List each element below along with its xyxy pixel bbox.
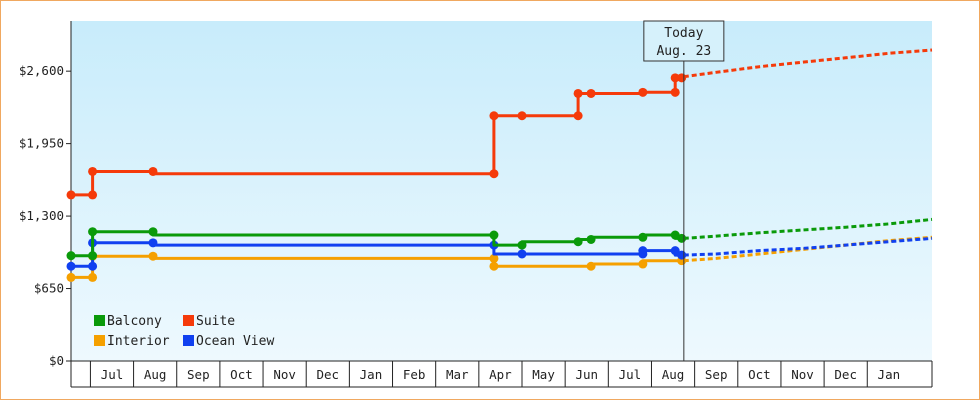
y-tick-label: $650	[34, 281, 64, 296]
y-tick-label: $2,600	[19, 63, 64, 78]
data-point	[88, 272, 98, 282]
today-date-label: Aug. 23	[656, 44, 711, 59]
x-tick-label: Jun	[575, 367, 598, 382]
forecast-line	[683, 236, 933, 257]
x-tick-label: Apr	[489, 367, 512, 382]
data-point	[670, 246, 680, 256]
legend-item: Interior	[94, 334, 170, 349]
legend-label: Ocean View	[196, 334, 274, 349]
legend-swatch	[94, 335, 105, 346]
data-point	[489, 169, 499, 179]
data-point	[489, 230, 499, 240]
x-tick-label: Sep	[187, 367, 210, 382]
data-point	[638, 246, 648, 256]
legend-label: Interior	[107, 334, 170, 349]
data-point	[670, 73, 680, 83]
data-point	[489, 261, 499, 271]
data-point	[66, 272, 76, 282]
data-point	[573, 111, 583, 121]
series-layer	[66, 48, 933, 282]
x-tick-label: Nov	[273, 367, 296, 382]
x-tick-label: Oct	[230, 367, 253, 382]
legend-item: Suite	[183, 314, 235, 329]
data-point	[677, 73, 687, 83]
data-point	[88, 251, 98, 261]
data-point	[638, 232, 648, 242]
data-point	[88, 261, 98, 271]
x-tick-label: Dec	[834, 367, 857, 382]
data-point	[88, 227, 98, 237]
y-tick-label: $1,300	[19, 208, 64, 223]
legend-item: Balcony	[94, 314, 162, 329]
legend: Balcony Suite Interior Ocean View	[94, 314, 274, 349]
y-axis: $0 $650 $1,300 $1,950 $2,600	[19, 21, 72, 368]
today-box	[643, 20, 725, 62]
data-point	[586, 261, 596, 271]
x-tick-label: Jan	[360, 367, 383, 382]
today-marker: Today Aug. 23	[643, 20, 725, 361]
forecast-line	[683, 48, 933, 79]
x-tick-label: Mar	[446, 367, 469, 382]
data-point	[489, 253, 499, 263]
x-tick-label: Jan	[878, 367, 901, 382]
data-point	[148, 166, 158, 176]
data-point	[66, 251, 76, 261]
legend-item: Ocean View	[183, 334, 274, 349]
x-tick-label: Feb	[403, 367, 426, 382]
forecast-line	[683, 235, 933, 263]
data-point	[638, 87, 648, 97]
data-point	[88, 166, 98, 176]
data-point	[586, 88, 596, 98]
data-point	[670, 87, 680, 97]
data-point	[517, 111, 527, 121]
legend-label: Suite	[196, 314, 235, 329]
data-point	[148, 251, 158, 261]
legend-swatch	[94, 315, 105, 326]
legend-swatch	[183, 315, 194, 326]
data-point	[66, 190, 76, 200]
data-point	[517, 240, 527, 250]
x-tick-label: Jul	[619, 367, 642, 382]
legend-swatch	[183, 335, 194, 346]
data-point	[573, 237, 583, 247]
x-tick-label: Nov	[791, 367, 814, 382]
x-tick-label: Sep	[705, 367, 728, 382]
forecast-line	[683, 217, 933, 240]
x-tick-label: Oct	[748, 367, 771, 382]
series-balcony	[66, 217, 933, 261]
x-axis: Jul Aug Sep Oct Nov Dec Jan Feb Mar Apr May Jun Jul A…	[70, 360, 933, 388]
x-tick-label: Aug	[144, 367, 167, 382]
series-line	[71, 76, 684, 197]
y-tick-label: $0	[49, 353, 64, 368]
today-label: Today	[664, 26, 703, 41]
data-point	[677, 233, 687, 243]
y-tick-label: $1,950	[19, 136, 64, 151]
data-point	[88, 190, 98, 200]
data-point	[66, 261, 76, 271]
x-tick-label: Jul	[101, 367, 124, 382]
plot-area	[71, 21, 932, 361]
x-tick-label: May	[532, 367, 555, 382]
data-point	[573, 88, 583, 98]
data-point	[489, 111, 499, 121]
data-point	[586, 234, 596, 244]
data-point	[677, 250, 687, 260]
data-point	[638, 259, 648, 269]
x-tick-label: Aug	[662, 367, 685, 382]
legend-label: Balcony	[107, 314, 162, 329]
data-point	[148, 227, 158, 237]
series-line	[71, 230, 684, 258]
data-point	[517, 249, 527, 259]
x-tick-label: Dec	[317, 367, 340, 382]
data-point	[148, 238, 158, 248]
series-suite	[66, 48, 933, 200]
